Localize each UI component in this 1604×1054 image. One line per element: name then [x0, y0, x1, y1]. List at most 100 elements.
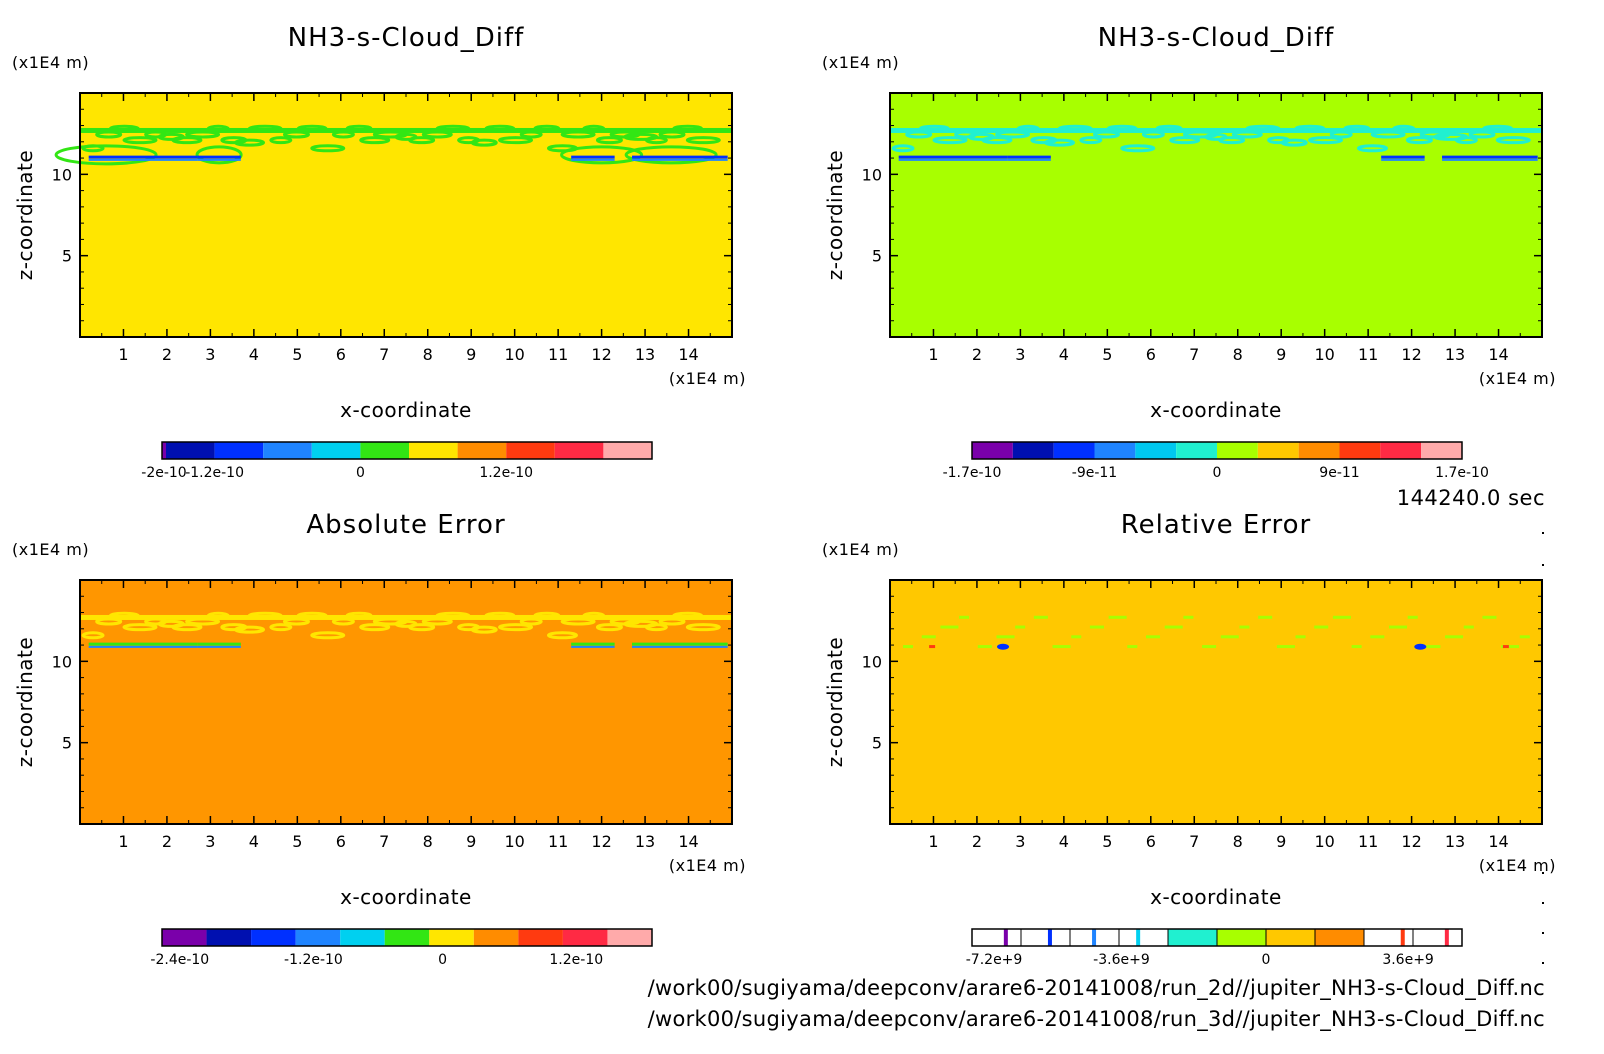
contour-streak: [88, 158, 198, 161]
colorbar-tick-label: -2.4e-10: [150, 952, 209, 968]
x-tick-label: 4: [1059, 832, 1069, 851]
y-unit-label: (x1E4 m): [822, 53, 899, 72]
colorbar-swatch: [554, 442, 604, 459]
colorbar-tick-label: 0: [1213, 465, 1222, 481]
x-tick-label: 5: [1102, 832, 1112, 851]
contour-speck: [1089, 625, 1104, 629]
x-tick-label: 10: [1314, 832, 1334, 851]
colorbar-tick-label: 1.7e-10: [1435, 465, 1489, 481]
contour-band: [595, 623, 623, 632]
contour-speck: [959, 615, 970, 619]
contour-streak: [88, 645, 198, 648]
colorbar-frame: [161, 441, 653, 460]
x-tick-label: 12: [591, 832, 611, 851]
x-axis: 1 2 3 4 5 6 7 8 9 10 11 12 13 14: [911, 580, 1521, 851]
x-unit-label: (x1E4 m): [1479, 856, 1556, 875]
y-unit-label: (x1E4 m): [12, 540, 89, 559]
x-tick-label: 11: [1358, 832, 1378, 851]
y-tick-label: 5: [62, 734, 72, 753]
contour-speck: [996, 635, 1015, 639]
contour-band: [1044, 138, 1076, 147]
x-tick-label: 13: [1445, 832, 1465, 851]
colorbar-tick-label: 0: [1262, 952, 1271, 968]
x-axis-label: x-coordinate: [340, 885, 472, 909]
colorbar-tick-label: -1.2e-10: [284, 952, 343, 968]
colorbar-swatch: [518, 929, 563, 946]
x-tick-label: 9: [466, 345, 476, 364]
x-axis-label: x-coordinate: [1150, 398, 1282, 422]
colorbar-tick-label: -7.2e+9: [966, 952, 1023, 968]
contour-spot: [929, 645, 936, 649]
colorbar-tick-label: -2e-10: [141, 465, 186, 481]
contour-band: [546, 631, 578, 640]
contour-band-top: [80, 127, 732, 133]
contour-band: [408, 136, 436, 145]
x-tick-label: 10: [504, 345, 524, 364]
x-tick-label: 5: [1102, 345, 1112, 364]
contour-streak: [88, 642, 198, 646]
colorbar-swatch: [1298, 442, 1340, 459]
colorbar-swatch: [1413, 929, 1462, 946]
panel-title: Absolute Error: [306, 510, 505, 540]
contour-band: [359, 136, 391, 145]
contour-band: [359, 623, 391, 632]
x-tick-label: 7: [379, 345, 389, 364]
x-axis-label: x-coordinate: [340, 398, 472, 422]
contour-band: [1405, 136, 1433, 145]
contour-streak: [632, 642, 728, 646]
contour-spot: [1414, 643, 1427, 650]
colorbar-frame: [971, 928, 1463, 947]
colorbar-swatch: [473, 929, 519, 946]
x-tick-label: 9: [1276, 345, 1286, 364]
file-path-2d: /work00/sugiyama/deepconv/arare6-2014100…: [648, 976, 1545, 1001]
panel-title: Relative Error: [1121, 510, 1312, 540]
y-tick-label: 5: [62, 247, 72, 266]
contour-speck: [1183, 615, 1194, 619]
x-tick-label: 13: [635, 345, 655, 364]
contour-streak: [1381, 155, 1425, 159]
contour-speck: [903, 645, 914, 649]
cloud-layer: [903, 615, 1530, 650]
colorbar-swatch: [340, 929, 385, 946]
x-tick-label: 6: [1146, 832, 1156, 851]
x-tick-label: 11: [1358, 345, 1378, 364]
contour-speck: [1426, 645, 1441, 649]
colorbar-swatch: [295, 929, 341, 946]
colorbar-swatch: [1053, 442, 1095, 459]
contour-speck: [1463, 625, 1474, 629]
cloud-layer: [54, 124, 732, 166]
y-tick-label: 10: [52, 652, 72, 671]
x-tick-label: 6: [336, 345, 346, 364]
contour-streak: [632, 645, 728, 648]
contour-speck: [1202, 645, 1217, 649]
x-tick-label: 4: [1059, 345, 1069, 364]
contour-speck: [1258, 615, 1273, 619]
colorbar-swatch: [384, 929, 430, 946]
edge-dots: [1542, 532, 1544, 964]
x-tick-label: 7: [1189, 345, 1199, 364]
x-tick-label: 5: [292, 345, 302, 364]
colorbar: -7.2e+9 -3.6e+9 0 3.6e+9: [966, 928, 1463, 968]
x-tick-label: 9: [1276, 832, 1286, 851]
x-tick-label: 14: [678, 832, 698, 851]
y-unit-label: (x1E4 m): [822, 540, 899, 559]
colorbar-swatch: [562, 929, 608, 946]
colorbar-swatch: [607, 929, 652, 946]
x-tick-label: 1: [118, 345, 128, 364]
contour-band-top: [890, 127, 1542, 133]
colorbar: -2e-10-1.2e-10 0 1.2e-10: [141, 441, 653, 481]
contour-speck: [1519, 635, 1530, 639]
x-tick-label: 13: [1445, 345, 1465, 364]
x-tick-label: 5: [292, 832, 302, 851]
x-tick-label: 6: [1146, 345, 1156, 364]
colorbar-swatch: [360, 442, 409, 459]
colorbar-swatch: [214, 442, 264, 459]
contour-streak: [571, 158, 615, 161]
colorbar-swatch: [1217, 929, 1266, 946]
contour-band: [498, 136, 534, 145]
contour-streak: [1442, 158, 1538, 161]
colorbar-swatch: [162, 929, 207, 946]
x-tick-label: 3: [1015, 345, 1025, 364]
x-axis: 1 2 3 4 5 6 7 8 9 10 11 12 13 14: [911, 93, 1521, 364]
